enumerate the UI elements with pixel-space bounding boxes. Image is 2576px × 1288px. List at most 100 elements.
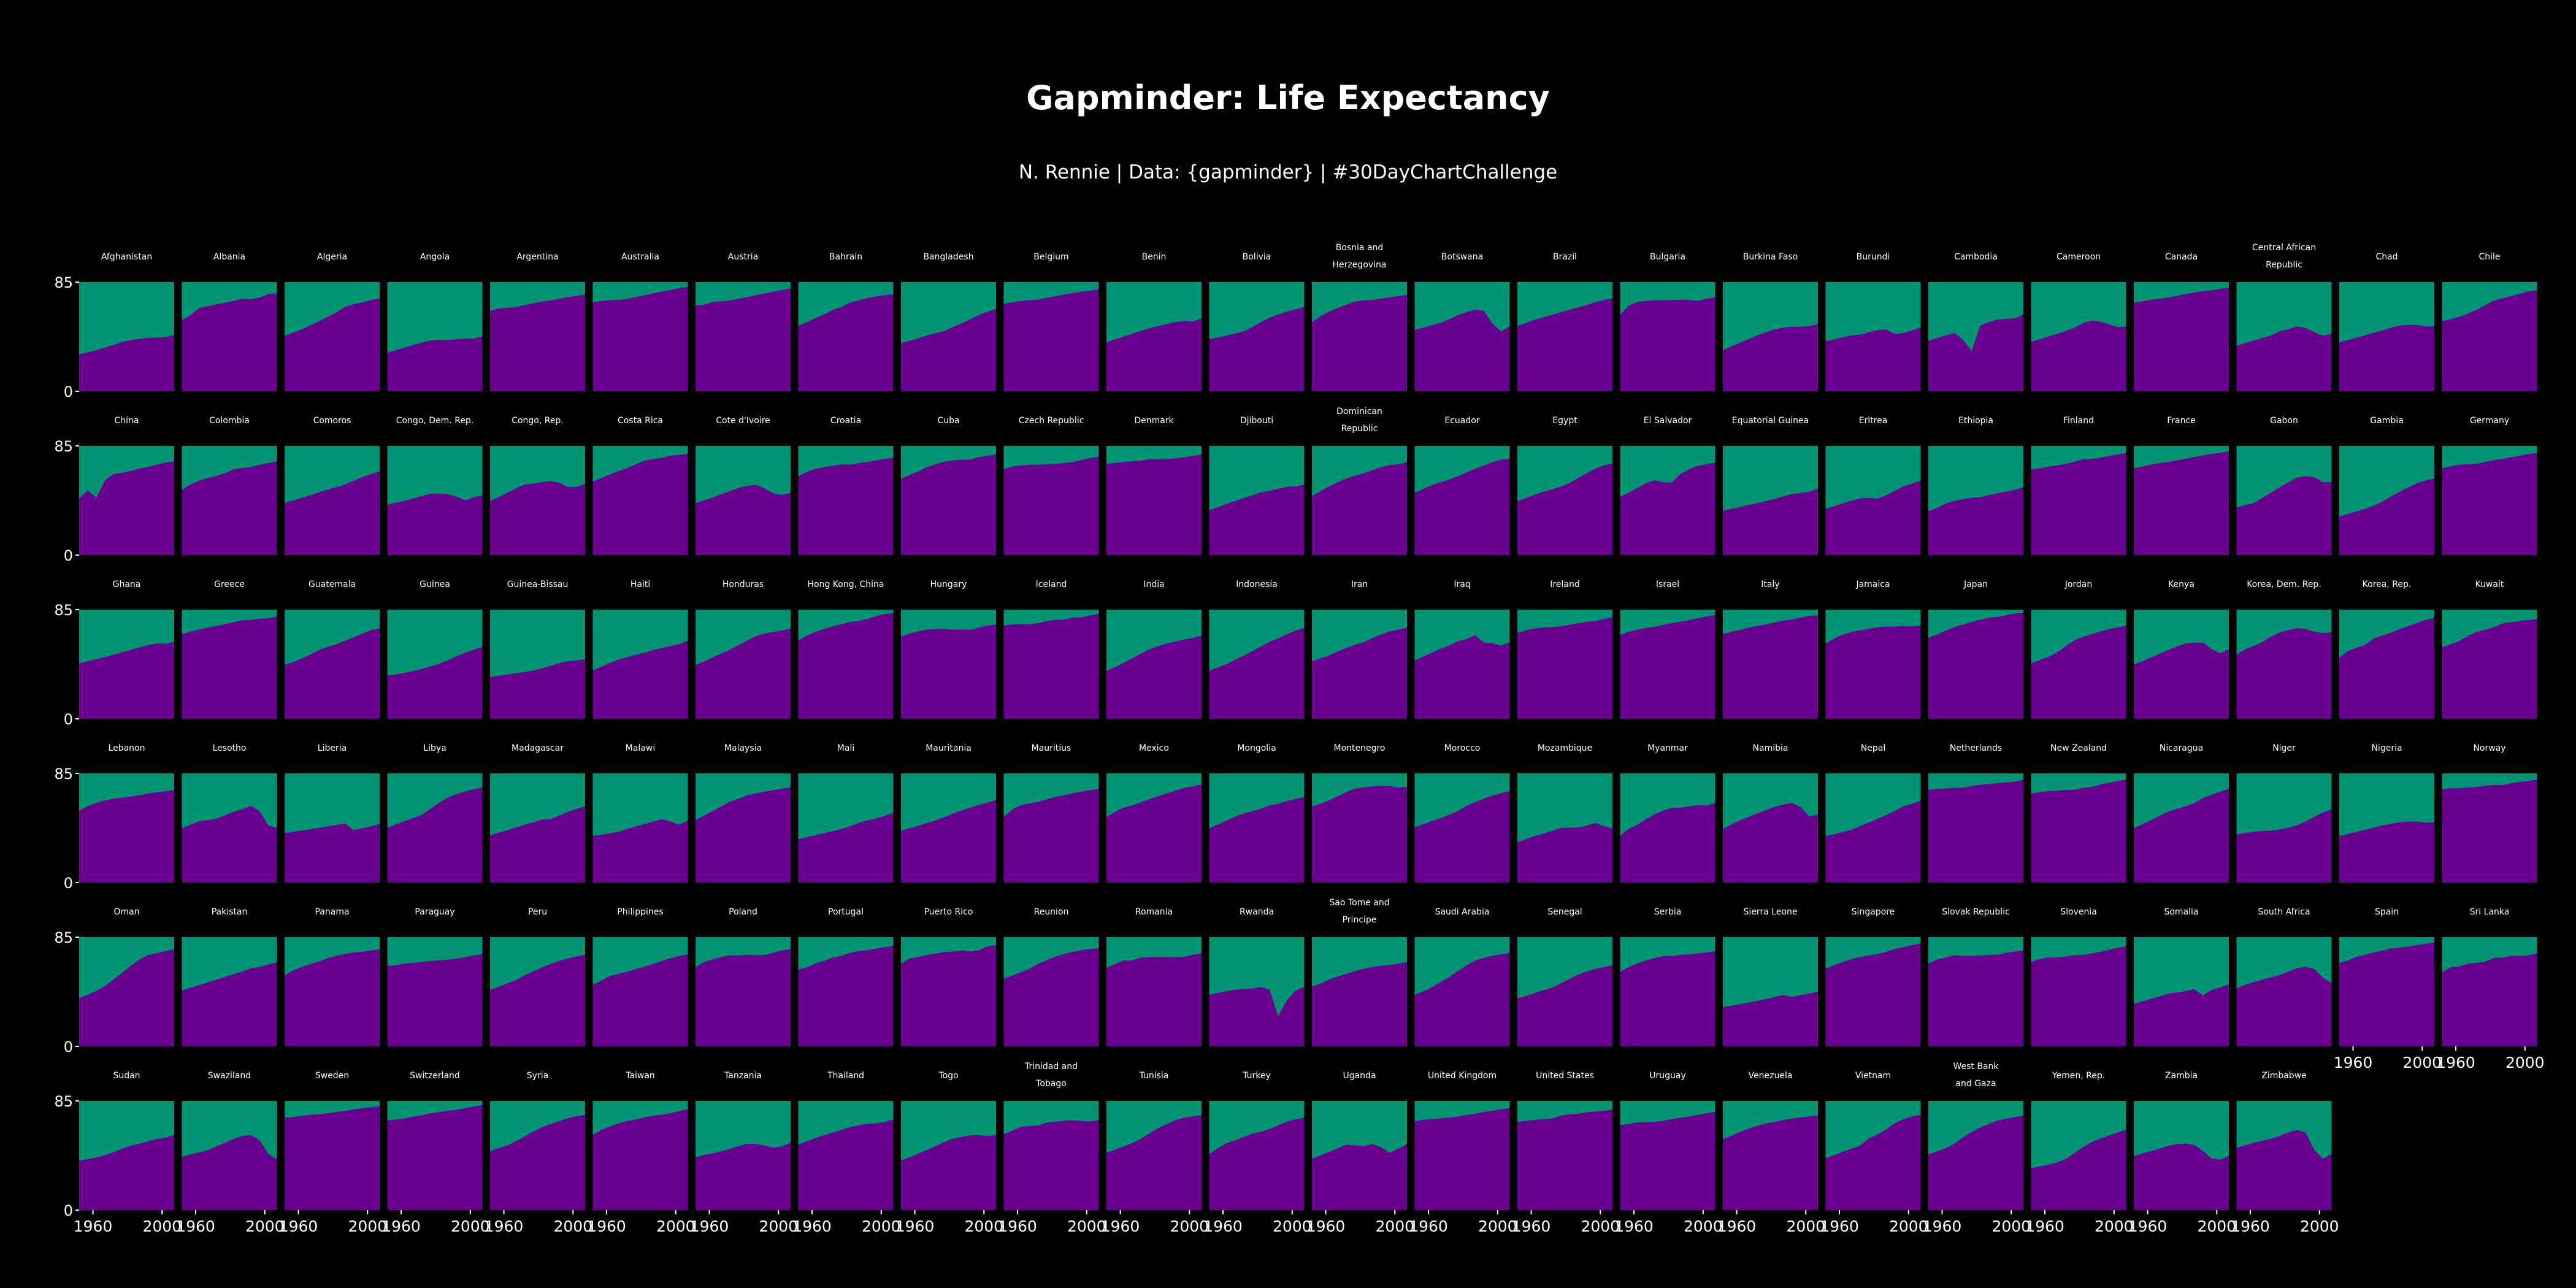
life-expectancy-area: [2236, 967, 2332, 1046]
facet-label: Republic: [2266, 260, 2302, 270]
life-expectancy-area: [2031, 1129, 2126, 1210]
life-expectancy-area: [798, 812, 894, 883]
life-expectancy-area: [1928, 315, 2023, 391]
life-expectancy-area: [1620, 951, 1715, 1046]
x-tick-label: 1960: [1306, 1217, 1346, 1235]
facet-label: Portugal: [828, 907, 864, 917]
life-expectancy-area: [2236, 326, 2332, 391]
life-expectancy-area: [1312, 627, 1407, 719]
facet-label: Jamaica: [1855, 580, 1890, 589]
x-tick-label: 1960: [74, 1217, 113, 1235]
facet-label: Namibia: [1753, 743, 1788, 753]
life-expectancy-area: [1723, 991, 1818, 1046]
facet-label: Dominican: [1336, 407, 1382, 416]
facet-label: Ecuador: [1444, 416, 1479, 426]
facet-label: Bulgaria: [1650, 252, 1685, 262]
life-expectancy-area: [1723, 615, 1818, 719]
facet-label: Congo, Rep.: [512, 416, 564, 426]
life-expectancy-area: [1517, 298, 1612, 391]
facet-label: Bolivia: [1243, 252, 1271, 262]
facet-label: Sierra Leone: [1744, 907, 1798, 917]
facet-label: Saudi Arabia: [1435, 907, 1490, 917]
x-tick-label: 2000: [348, 1217, 387, 1235]
life-expectancy-area: [387, 954, 483, 1046]
life-expectancy-area: [1620, 297, 1715, 391]
life-expectancy-area: [1928, 487, 2023, 555]
facet-label: Hong Kong, China: [807, 580, 884, 589]
life-expectancy-area: [490, 294, 585, 391]
x-tick-label: 2000: [1581, 1217, 1620, 1235]
facet-label: Panama: [315, 907, 349, 917]
life-expectancy-area: [2236, 476, 2332, 555]
facet-label: Montenegro: [1333, 743, 1385, 753]
facet-label: Nepal: [1861, 743, 1885, 753]
life-expectancy-area: [182, 616, 277, 719]
life-expectancy-area: [901, 1135, 996, 1210]
facet-label: Equatorial Guinea: [1732, 416, 1809, 426]
x-tick-label: 1960: [2128, 1217, 2168, 1235]
facet-label: Colombia: [209, 416, 250, 426]
facet-label: Poland: [729, 907, 757, 917]
facet-label: Romania: [1135, 907, 1173, 917]
x-tick-label: 2000: [759, 1217, 798, 1235]
x-tick-label: 1960: [1409, 1217, 1448, 1235]
facet-label: Taiwan: [625, 1071, 655, 1081]
life-expectancy-area: [901, 454, 996, 555]
facet-label: Djibouti: [1240, 416, 1273, 426]
facet-label: Lesotho: [213, 743, 247, 753]
life-expectancy-area: [1517, 965, 1612, 1046]
x-tick-label: 2000: [1273, 1217, 1312, 1235]
facet-label: Sweden: [315, 1071, 349, 1081]
life-expectancy-area: [1620, 803, 1715, 883]
life-expectancy-area: [1928, 950, 2023, 1046]
life-expectancy-area: [2339, 821, 2434, 883]
facet-label: Haiti: [631, 580, 650, 589]
life-expectancy-area: [1003, 289, 1099, 391]
facet-label: Trinidad and: [1024, 1062, 1078, 1071]
facet-label: Oman: [113, 907, 139, 917]
facet-label: Angola: [420, 252, 450, 262]
life-expectancy-area: [490, 1114, 585, 1210]
facet-label: Switzerland: [410, 1071, 460, 1081]
facet-label: Malaysia: [724, 743, 762, 753]
life-expectancy-area: [1209, 987, 1305, 1046]
life-expectancy-area: [1209, 797, 1305, 883]
facet-label: Comoros: [313, 416, 351, 426]
x-tick-label: 1960: [1923, 1217, 1962, 1235]
x-tick-label: 1960: [2231, 1217, 2270, 1235]
facet-label: Iceland: [1036, 580, 1067, 589]
chart-subtitle: N. Rennie | Data: {gapminder} | #30DayCh…: [1018, 161, 1558, 183]
life-expectancy-area: [2339, 478, 2434, 555]
facet-label: Cambodia: [1954, 252, 1998, 262]
facet-label: Finland: [2063, 416, 2094, 426]
chart-title: Gapminder: Life Expectancy: [1026, 79, 1550, 117]
facet-label: Guatemala: [309, 580, 356, 589]
facet-label: Korea, Rep.: [2363, 580, 2412, 589]
life-expectancy-area: [901, 800, 996, 883]
life-expectancy-area: [2236, 628, 2332, 719]
life-expectancy-area: [1106, 784, 1202, 883]
life-expectancy-area: [2134, 288, 2229, 391]
life-expectancy-area: [1620, 615, 1715, 719]
x-tick-label: 1960: [895, 1217, 935, 1235]
y-tick-label: 85: [54, 602, 73, 619]
x-tick-label: 2000: [2300, 1217, 2339, 1235]
life-expectancy-area: [1106, 953, 1202, 1046]
life-expectancy-area: [1003, 613, 1099, 719]
life-expectancy-area: [490, 659, 585, 719]
x-tick-label: 2000: [451, 1217, 490, 1235]
life-expectancy-area: [387, 646, 483, 719]
facet-label: Reunion: [1034, 907, 1069, 917]
life-expectancy-area: [798, 458, 894, 555]
x-tick-label: 1960: [1512, 1217, 1551, 1235]
facet-label: Jordan: [2064, 580, 2093, 589]
y-tick-label: 0: [64, 875, 73, 892]
life-expectancy-area: [798, 294, 894, 391]
facet-label: Myanmar: [1647, 743, 1688, 753]
facet-label: Cameroon: [2057, 252, 2101, 262]
x-tick-label: 2000: [2505, 1054, 2545, 1071]
facet-label: Mauritania: [926, 743, 972, 753]
facet-label: Kuwait: [2475, 580, 2504, 589]
facet-label: China: [115, 416, 139, 426]
life-expectancy-area: [901, 309, 996, 391]
